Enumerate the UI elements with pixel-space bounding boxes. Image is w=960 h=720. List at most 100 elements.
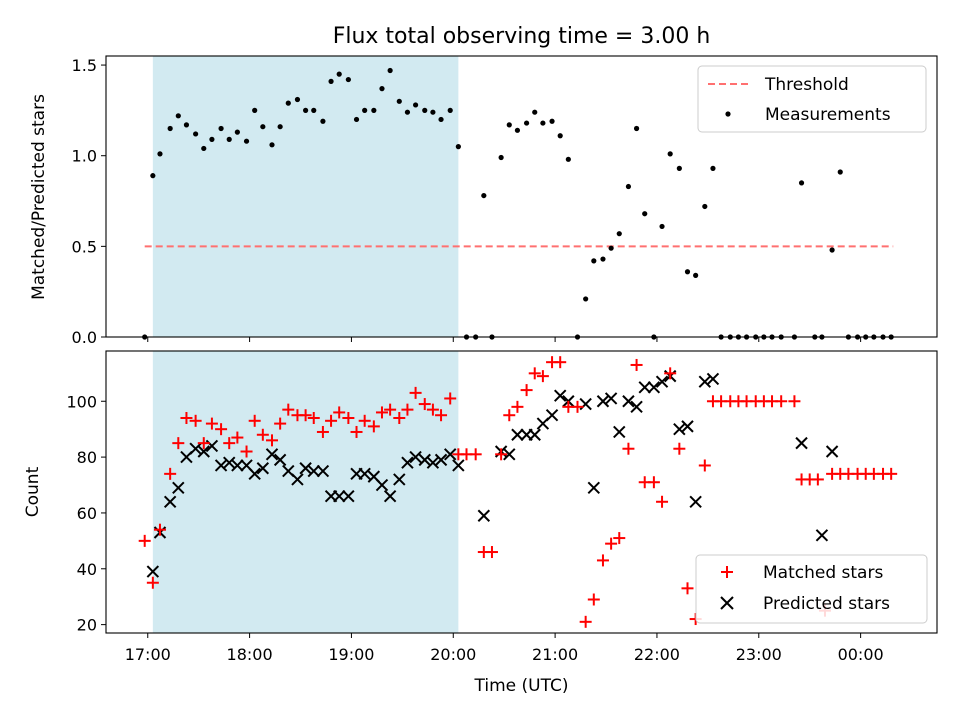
ratio-panel: 0.0 0.5 1.0 1.5 Flux total observing time =…: [29, 24, 938, 347]
matched-star-marker: [325, 414, 338, 427]
measurement-point: [837, 169, 843, 175]
x-tick-label: 00:00: [838, 645, 884, 664]
matched-star-marker: [307, 412, 320, 425]
measurement-point: [702, 203, 708, 210]
matched-star-marker: [350, 425, 363, 438]
measurement-point: [234, 129, 240, 135]
measurement-point: [167, 125, 173, 132]
matched-star-marker: [164, 467, 177, 480]
matched-star-marker: [333, 406, 346, 419]
predicted-star-markers: [146, 369, 839, 578]
matched-star-marker: [444, 392, 457, 405]
measurement-point: [506, 122, 512, 128]
matched-star-marker: [511, 400, 524, 413]
predicted-star-marker: [655, 375, 669, 388]
matched-star-marker: [775, 395, 788, 408]
predicted-star-marker: [706, 372, 720, 386]
matched-star-marker: [146, 576, 159, 589]
predicted-star-marker: [579, 397, 592, 411]
predicted-star-marker: [223, 456, 236, 469]
measurement-point: [260, 124, 266, 130]
predicted-star-marker: [418, 453, 431, 467]
predicted-star-marker: [795, 436, 808, 450]
ratio-x-ticks: [147, 337, 862, 342]
x-tick-label: 18:00: [227, 645, 273, 664]
chart-title: Flux total observing time = 3.00 h: [333, 24, 711, 49]
measurement-point: [303, 107, 309, 113]
matched-star-marker: [520, 384, 533, 397]
measurement-point: [565, 156, 571, 162]
predicted-star-marker: [401, 456, 414, 469]
measurement-point: [600, 256, 606, 262]
predicted-star-marker: [511, 428, 524, 441]
legend-predicted-label: Predicted stars: [763, 594, 890, 614]
predicted-star-marker: [553, 389, 567, 402]
predicted-star-marker: [189, 442, 202, 455]
measurement-point: [175, 113, 181, 119]
matched-star-marker: [647, 476, 660, 489]
ratio-plot-frame: [105, 55, 938, 338]
measurement-point: [514, 127, 521, 133]
matched-star-marker: [299, 409, 312, 422]
matched-star-marker: [409, 386, 422, 399]
measurement-point: [371, 107, 377, 113]
predicted-star-marker: [596, 395, 610, 408]
matched-star-marker: [503, 409, 516, 422]
matched-star-marker: [885, 467, 898, 480]
predicted-star-marker: [393, 473, 406, 486]
measurement-point: [430, 109, 436, 115]
matched-star-marker: [622, 442, 635, 455]
matched-star-marker: [681, 582, 694, 595]
matched-star-markers: [138, 356, 898, 628]
predicted-star-marker: [333, 489, 346, 503]
measurement-point: [269, 142, 275, 148]
matched-star-marker: [435, 409, 448, 422]
predicted-star-marker: [613, 425, 626, 439]
predicted-star-marker: [604, 392, 618, 405]
matched-star-marker: [536, 370, 549, 383]
x-tick-label: 23:00: [736, 645, 782, 664]
predicted-star-marker: [647, 381, 661, 394]
predicted-star-marker: [528, 428, 541, 441]
measurement-point: [201, 145, 207, 152]
measurement-point: [243, 138, 250, 144]
predicted-star-marker: [434, 453, 448, 467]
matched-star-marker: [138, 534, 151, 547]
matched-star-marker: [664, 367, 677, 380]
predicted-star-marker: [452, 459, 465, 472]
matched-star-marker: [282, 403, 295, 416]
x-axis-label: Time (UTC): [474, 676, 569, 696]
measurement-point: [684, 269, 691, 275]
matched-star-marker: [788, 395, 801, 408]
predicted-star-marker: [587, 481, 601, 495]
predicted-star-marker: [299, 462, 312, 475]
predicted-star-marker: [681, 420, 694, 433]
predicted-star-marker: [689, 495, 702, 508]
predicted-star-marker: [673, 422, 686, 436]
count-plot-frame: [105, 350, 938, 634]
ratio-y-tick-label: 1.5: [72, 56, 97, 75]
count-panel: 20 40 60 80 100 17:00 18:00 19:00 20:00 21:00 22:…: [23, 350, 938, 696]
predicted-star-marker: [316, 464, 330, 478]
measurement-point: [608, 245, 614, 251]
measurement-point: [667, 151, 673, 157]
matched-star-marker: [393, 412, 406, 425]
ratio-legend: Threshold Measurements: [697, 65, 927, 133]
predicted-star-marker: [172, 481, 185, 495]
matched-star-marker: [215, 423, 228, 436]
count-x-ticks: 17:00 18:00 19:00 20:00 21:00 22:00 23:00 00:00: [125, 633, 884, 664]
measurement-point: [438, 116, 444, 123]
matched-star-marker: [189, 414, 202, 427]
matched-star-marker: [153, 523, 166, 536]
matched-star-marker: [698, 459, 711, 472]
matched-star-marker: [358, 414, 371, 427]
measurement-point: [532, 109, 538, 115]
matched-star-marker: [485, 546, 498, 559]
predicted-star-marker: [375, 478, 389, 492]
measurement-point: [710, 165, 716, 171]
predicted-star-marker: [291, 473, 304, 486]
measurement-point: [557, 133, 563, 139]
measurement-point: [829, 247, 835, 253]
matched-star-marker: [554, 356, 567, 369]
ratio-y-tick-label: 1.0: [72, 147, 97, 166]
